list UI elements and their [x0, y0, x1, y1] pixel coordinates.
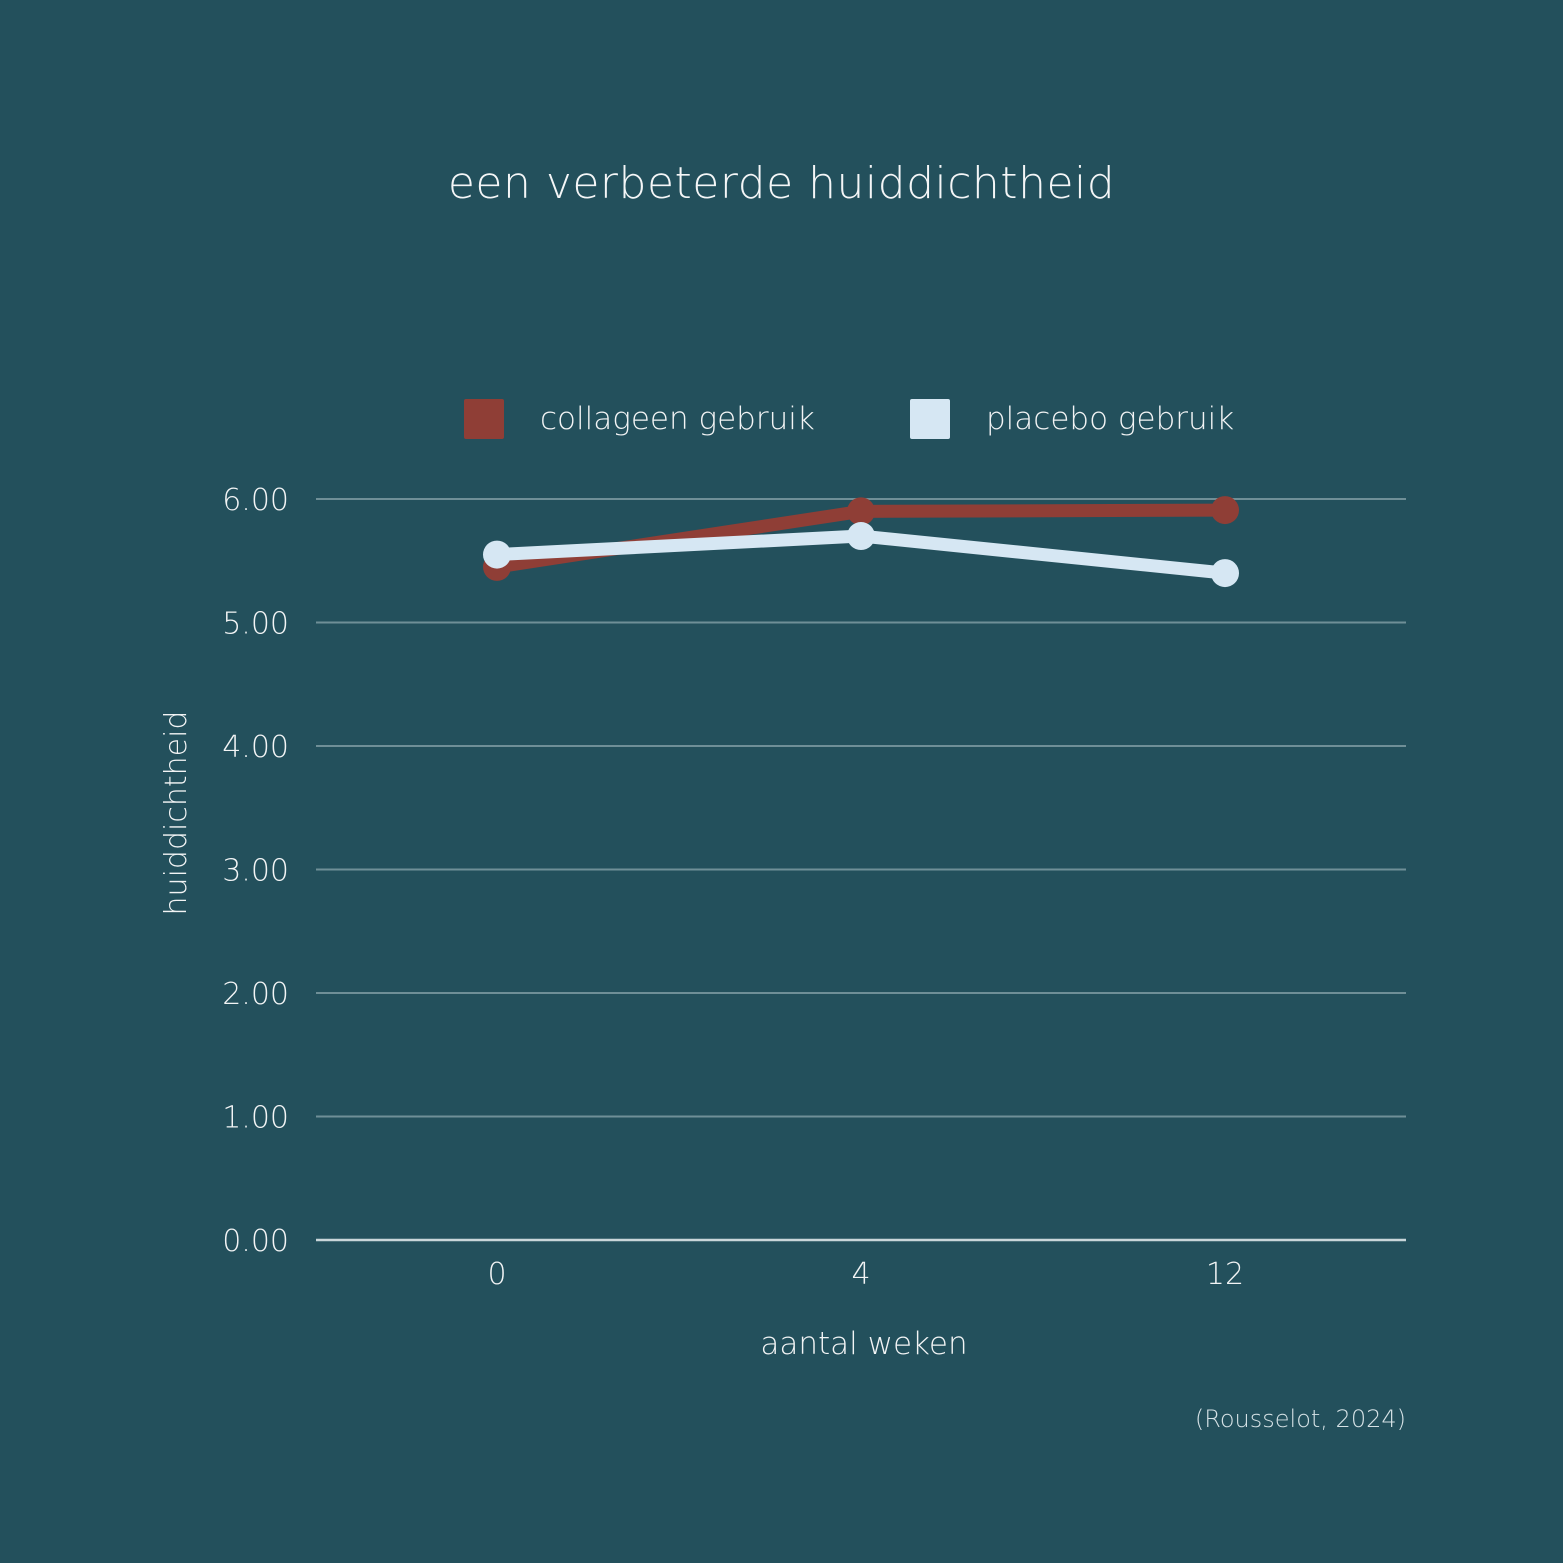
data-point-placebo — [483, 540, 511, 569]
y-tick-label: 4.00 — [222, 730, 289, 765]
legend-label-placebo: placebo gebruik — [986, 401, 1235, 437]
chart-title: een verbeterde huiddichtheid — [0, 158, 1563, 209]
data-point-collageen — [1211, 496, 1239, 525]
data-point-collageen — [847, 497, 875, 526]
legend-label-collageen: collageen gebruik — [540, 401, 815, 437]
x-tick-label: 4 — [851, 1257, 870, 1292]
x-axis-label: aantal weken — [760, 1326, 967, 1362]
y-tick-label: 2.00 — [222, 977, 289, 1012]
source-citation: (Rousselot, 2024) — [1194, 1405, 1406, 1433]
legend-item-collageen: collageen gebruik — [464, 398, 815, 440]
x-tick-label: 12 — [1206, 1257, 1244, 1292]
data-point-placebo — [847, 522, 875, 551]
data-point-placebo — [1211, 559, 1239, 588]
legend-swatch-collageen — [464, 399, 504, 439]
y-tick-label: 3.00 — [222, 854, 289, 889]
legend-item-placebo: placebo gebruik — [910, 398, 1234, 440]
y-tick-label: 5.00 — [222, 607, 289, 642]
y-tick-label: 6.00 — [222, 483, 289, 518]
y-tick-label: 1.00 — [222, 1101, 289, 1136]
x-tick-label: 0 — [487, 1257, 506, 1292]
legend-swatch-placebo — [910, 399, 950, 439]
y-tick-label: 0.00 — [222, 1224, 289, 1259]
chart-title-text: een verbeterde huiddichtheid — [447, 158, 1116, 209]
y-axis-label: huiddichtheid — [159, 711, 194, 916]
